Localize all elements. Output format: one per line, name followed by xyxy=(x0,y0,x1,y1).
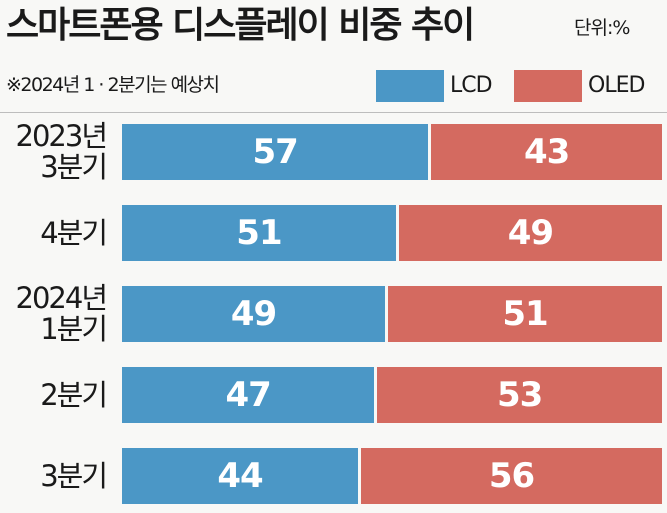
category-label-line: 3분기 xyxy=(40,458,108,493)
data-label-oled: 49 xyxy=(507,213,554,253)
legend-label-lcd: LCD xyxy=(450,73,493,98)
category-label: 2024년 1분기 xyxy=(0,281,108,346)
data-label-oled: 43 xyxy=(523,132,570,172)
legend-swatch-oled xyxy=(514,70,582,102)
data-label-oled: 53 xyxy=(496,375,543,415)
bar-oled: 49 xyxy=(398,205,662,261)
chart-title: 스마트폰용 디스플레이 비중 추이 xyxy=(6,5,475,46)
data-label-oled: 56 xyxy=(488,456,535,496)
category-label-line: 2024년 xyxy=(15,281,108,315)
bar-lcd: 57 xyxy=(122,124,429,180)
data-label-lcd: 44 xyxy=(217,456,263,496)
data-label-oled: 51 xyxy=(502,294,548,334)
header-divider xyxy=(0,112,667,113)
legend-label-oled: OLED xyxy=(588,73,645,98)
category-label-line: 1분기 xyxy=(40,312,108,346)
category-label-line: 2분기 xyxy=(40,377,108,412)
category-label: 2분기 xyxy=(0,377,108,412)
category-label-line: 2023년 xyxy=(15,119,108,153)
category-label-line: 4분기 xyxy=(40,215,108,250)
legend-item-lcd: LCD xyxy=(376,70,501,102)
legend-swatch-lcd xyxy=(376,70,444,102)
data-label-lcd: 57 xyxy=(252,132,298,172)
legend-item-oled: OLED xyxy=(514,70,664,102)
bar-oled: 43 xyxy=(431,124,662,180)
bar-lcd: 49 xyxy=(122,286,386,342)
category-label: 3분기 xyxy=(0,458,108,493)
data-label-lcd: 51 xyxy=(236,213,282,253)
bar-lcd: 51 xyxy=(122,205,396,261)
bar-oled: 56 xyxy=(361,448,662,504)
bar-oled: 51 xyxy=(388,286,662,342)
bar-lcd: 47 xyxy=(122,367,375,423)
category-label: 2023년 3분기 xyxy=(0,119,108,184)
category-label: 4분기 xyxy=(0,215,108,250)
bar-lcd: 44 xyxy=(122,448,359,504)
data-label-lcd: 47 xyxy=(225,375,271,415)
data-label-lcd: 49 xyxy=(230,294,277,334)
category-label-line: 3분기 xyxy=(40,150,108,184)
forecast-note: ※2024년 1 · 2분기는 예상치 xyxy=(6,74,220,96)
bar-oled: 53 xyxy=(377,367,662,423)
unit-label: 단위:% xyxy=(574,17,630,39)
